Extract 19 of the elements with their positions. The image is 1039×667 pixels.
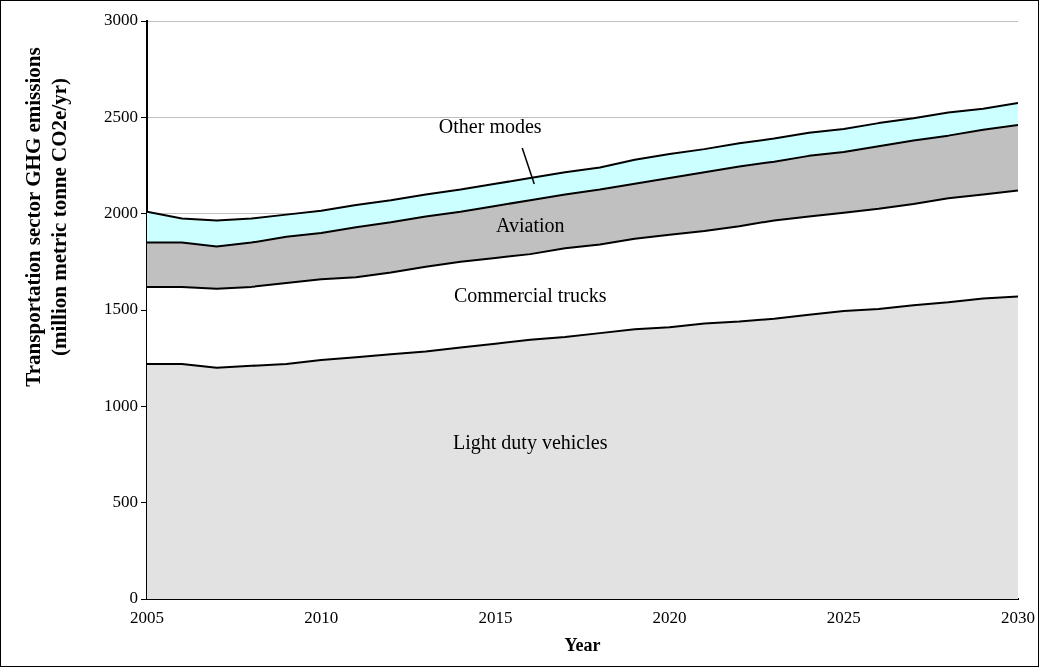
x-axis-title: Year xyxy=(564,634,601,655)
y-tick-label: 2500 xyxy=(104,106,138,126)
series-label: Commercial trucks xyxy=(453,284,607,307)
x-tick-label: 2030 xyxy=(1001,607,1035,627)
y-tick-label: 3000 xyxy=(104,10,138,30)
x-tick-label: 2025 xyxy=(826,607,861,627)
x-tick-label: 2020 xyxy=(652,607,687,627)
y-tick-label: 500 xyxy=(112,492,138,512)
x-tick-label: 2010 xyxy=(304,607,339,627)
y-tick-label: 1500 xyxy=(104,299,138,319)
x-tick-label: 2005 xyxy=(130,607,164,627)
y-tick-label: 1000 xyxy=(104,395,138,415)
y-axis-title: Transportation sector GHG emissions (million metric tonne CO2e/yr) xyxy=(20,46,72,389)
x-tick-label: 2015 xyxy=(478,607,513,627)
y-tick-label: 2000 xyxy=(104,203,138,223)
series-label: Light duty vehicles xyxy=(453,430,608,454)
y-tick-label: 0 xyxy=(129,588,138,608)
series-label: Other modes xyxy=(438,115,542,138)
series-label: Aviation xyxy=(495,214,565,237)
